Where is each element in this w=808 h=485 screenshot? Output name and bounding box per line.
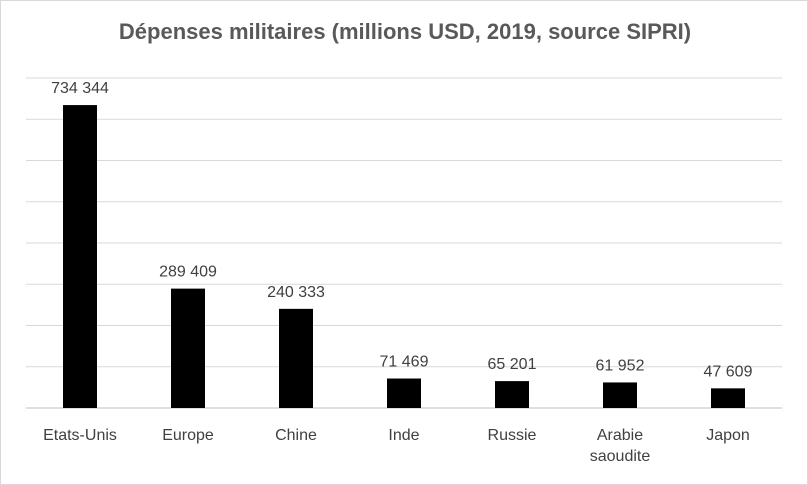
category-label-6: Japon — [706, 427, 750, 444]
bar-1 — [171, 288, 205, 408]
category-label-line: saoudite — [590, 448, 651, 465]
category-label-4: Russie — [488, 427, 537, 444]
data-label-6: 47 609 — [704, 363, 753, 380]
category-label-3: Inde — [388, 427, 419, 444]
data-label-4: 65 201 — [488, 356, 537, 373]
bar-2 — [279, 308, 313, 408]
data-label-2: 240 333 — [267, 284, 325, 301]
category-label-line: Europe — [162, 427, 214, 444]
chart-title: Dépenses militaires (millions USD, 2019,… — [118, 19, 692, 44]
bars — [63, 105, 745, 408]
bar-0 — [63, 105, 97, 408]
category-label-5: Arabie saoudite — [590, 427, 651, 465]
gridlines — [26, 77, 782, 409]
data-label-0: 734 344 — [51, 80, 109, 97]
bar-5 — [603, 382, 637, 408]
category-label-0: Etats-Unis — [43, 427, 117, 444]
data-label-1: 289 409 — [159, 264, 217, 281]
category-label-line: Arabie — [597, 427, 643, 444]
category-label-line: Russie — [488, 427, 537, 444]
category-label-line: Inde — [388, 427, 419, 444]
data-label-3: 71 469 — [380, 354, 429, 371]
category-label-2: Chine — [275, 427, 317, 444]
bar-6 — [711, 388, 745, 408]
data-labels: 734 344 289 409 240 333 71 469 65 201 61 952 4… — [51, 80, 752, 380]
category-label-line: Chine — [275, 427, 317, 444]
category-label-line: Japon — [706, 427, 750, 444]
category-label-1: Europe — [162, 427, 214, 444]
data-label-5: 61 952 — [596, 357, 645, 374]
category-tick-labels: Etats-Unis Europe Chine Inde Russie Arabie sao… — [43, 427, 750, 465]
bar-4 — [495, 381, 529, 408]
category-label-line: Etats-Unis — [43, 427, 117, 444]
bar-3 — [387, 378, 421, 408]
